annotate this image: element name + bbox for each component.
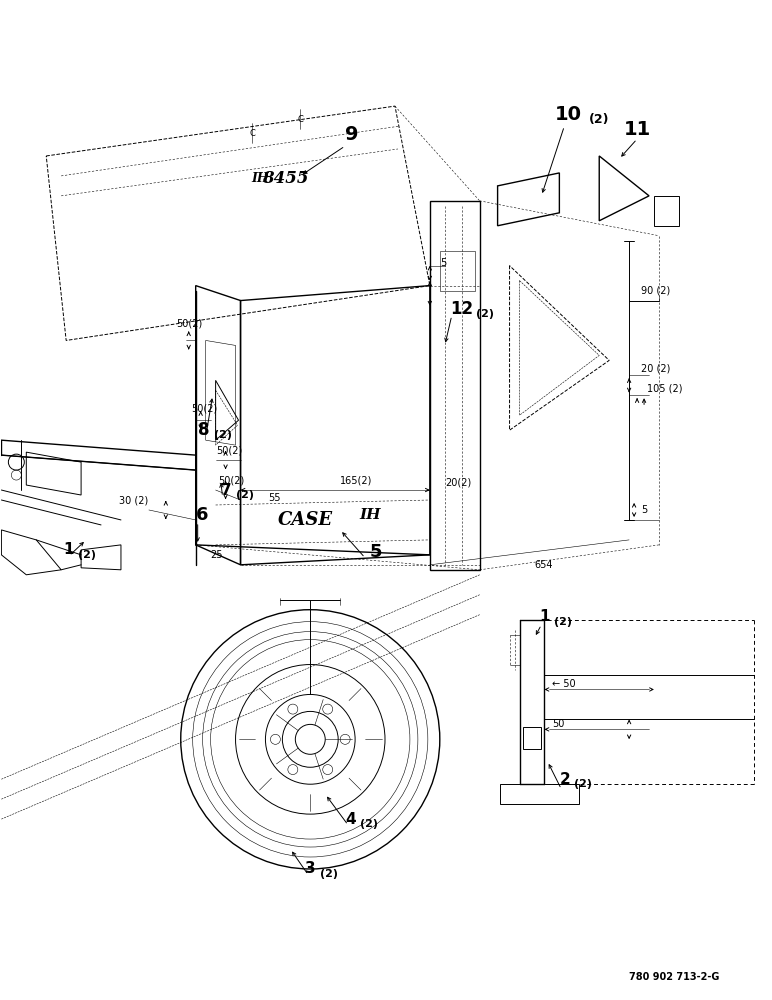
- Text: (2): (2): [320, 869, 338, 879]
- Text: 165(2): 165(2): [340, 475, 373, 485]
- Text: 5: 5: [641, 505, 648, 515]
- Text: 50(2): 50(2): [217, 445, 243, 455]
- Text: 8: 8: [198, 421, 209, 439]
- Text: IH: IH: [359, 508, 381, 522]
- Text: 1: 1: [540, 609, 550, 624]
- Text: CASE: CASE: [278, 511, 333, 529]
- Text: (2): (2): [574, 779, 592, 789]
- Text: 20(2): 20(2): [445, 477, 471, 487]
- Text: C: C: [297, 115, 303, 124]
- Text: 6: 6: [195, 506, 208, 524]
- Text: C: C: [249, 129, 256, 138]
- Text: 30 (2): 30 (2): [119, 495, 148, 505]
- Text: ← 50: ← 50: [553, 679, 576, 689]
- Text: 50(2): 50(2): [218, 475, 245, 485]
- Text: 20 (2): 20 (2): [641, 363, 670, 373]
- Text: 1: 1: [63, 542, 73, 557]
- Text: 5: 5: [370, 543, 383, 561]
- Text: IH: IH: [252, 172, 269, 185]
- Text: 8455: 8455: [262, 170, 309, 187]
- Text: 10: 10: [554, 105, 581, 124]
- Text: (2): (2): [554, 617, 572, 627]
- Text: 4: 4: [345, 812, 356, 827]
- Text: (2): (2): [78, 550, 96, 560]
- Text: (2): (2): [214, 430, 232, 440]
- Text: 12: 12: [450, 300, 473, 318]
- Text: 654: 654: [534, 560, 553, 570]
- Text: 2: 2: [560, 772, 571, 787]
- Text: 7: 7: [221, 483, 232, 498]
- Text: (2): (2): [589, 113, 610, 126]
- Text: 50(2): 50(2): [176, 318, 202, 328]
- Text: 55: 55: [269, 493, 281, 503]
- Text: 11: 11: [624, 120, 652, 139]
- Text: 25: 25: [211, 550, 223, 560]
- Text: 9: 9: [345, 125, 359, 144]
- Text: 50(2): 50(2): [191, 403, 217, 413]
- Text: (2): (2): [235, 490, 253, 500]
- Text: 50: 50: [553, 719, 565, 729]
- Text: 90 (2): 90 (2): [641, 286, 670, 296]
- Text: (2): (2): [476, 309, 493, 319]
- Text: 5: 5: [440, 258, 446, 268]
- Text: 105 (2): 105 (2): [647, 383, 682, 393]
- Text: 780 902 713-2-G: 780 902 713-2-G: [629, 972, 720, 982]
- Text: 3: 3: [305, 861, 316, 876]
- Text: (2): (2): [360, 819, 378, 829]
